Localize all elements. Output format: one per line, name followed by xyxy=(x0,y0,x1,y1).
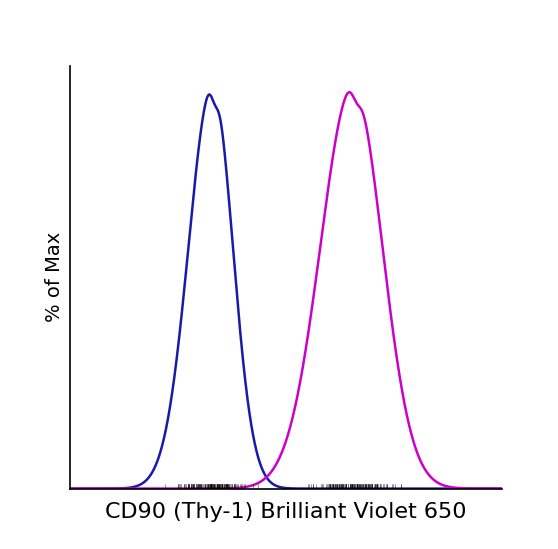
X-axis label: CD90 (Thy-1) Brilliant Violet 650: CD90 (Thy-1) Brilliant Violet 650 xyxy=(105,502,466,523)
Y-axis label: % of Max: % of Max xyxy=(45,232,64,322)
